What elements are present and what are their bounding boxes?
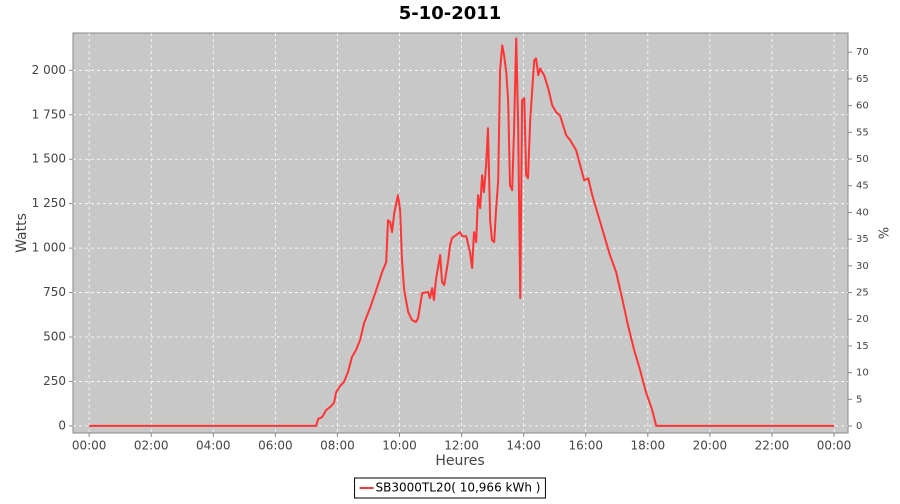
x-tick-label: 16:00	[568, 439, 603, 453]
y2-tick-label: 5	[856, 394, 862, 405]
y2-axis-label: %	[875, 227, 890, 239]
y-tick-label: 1 250	[32, 196, 66, 210]
legend-box	[354, 477, 546, 499]
chart-title: 5-10-2011	[399, 3, 502, 24]
y2-tick-label: 30	[856, 261, 869, 272]
legend-label: SB3000TL20( 10,966 kWh )	[376, 481, 541, 495]
x-tick-label: 00:00	[72, 439, 107, 453]
y2-tick-label: 35	[856, 234, 869, 245]
y2-tick-label: 70	[856, 47, 869, 58]
x-tick-label: 18:00	[631, 439, 666, 453]
y-tick-label: 500	[43, 330, 66, 344]
x-tick-label: 14:00	[506, 439, 541, 453]
y2-tick-label: 25	[856, 288, 869, 299]
y-tick-label: 0	[58, 418, 66, 432]
y-tick-label: 1 500	[32, 152, 66, 166]
series-line	[89, 37, 835, 427]
y-axis-label: Watts	[14, 213, 30, 253]
y2-tick-label: 40	[856, 207, 869, 218]
y2-tick-label: 65	[856, 74, 869, 85]
x-tick-label: 04:00	[196, 439, 231, 453]
y-tick-label: 750	[43, 285, 66, 299]
y-tick-label: 1 750	[32, 107, 66, 121]
y2-tick-label: 20	[856, 314, 869, 325]
y2-tick-label: 55	[856, 127, 869, 138]
x-tick-label: 20:00	[693, 439, 728, 453]
x-tick-label: 08:00	[320, 439, 355, 453]
legend: SB3000TL20( 10,966 kWh )	[354, 477, 546, 499]
y2-tick-label: 50	[856, 154, 869, 165]
y-tick-label: 2 000	[32, 63, 66, 77]
y2-tick-label: 15	[856, 341, 869, 352]
x-tick-label: 02:00	[134, 439, 169, 453]
y2-tick-label: 45	[856, 181, 869, 192]
x-tick-label: 10:00	[382, 439, 417, 453]
x-tick-label: 00:00	[817, 439, 852, 453]
x-tick-label: 22:00	[755, 439, 790, 453]
x-tick-label: 12:00	[444, 439, 479, 453]
x-tick-label: 06:00	[258, 439, 293, 453]
y-tick-label: 1 000	[32, 241, 66, 255]
y2-tick-label: 60	[856, 101, 869, 112]
y2-tick-label: 10	[856, 368, 869, 379]
y-tick-label: 250	[43, 374, 66, 388]
x-axis-label: Heures	[435, 453, 484, 469]
y2-tick-label: 0	[856, 421, 862, 432]
